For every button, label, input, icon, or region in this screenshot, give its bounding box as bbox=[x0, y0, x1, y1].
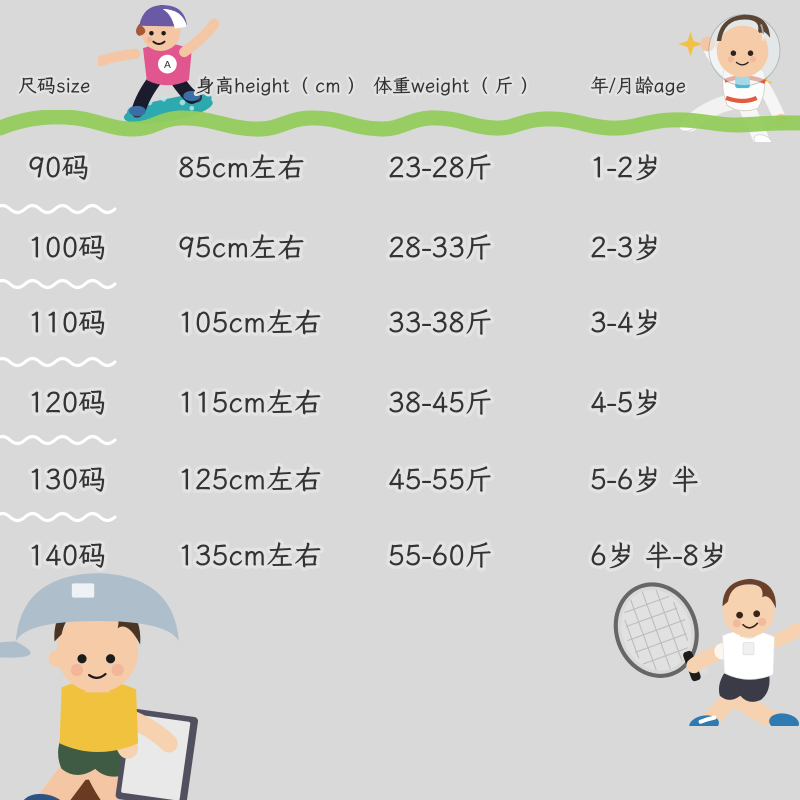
svg-text:A: A bbox=[164, 60, 171, 71]
